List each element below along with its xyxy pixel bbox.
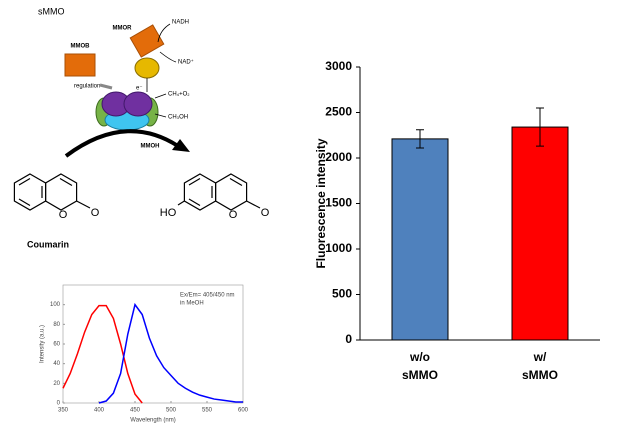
atom: O [91,207,100,219]
arrow [154,93,167,118]
mmob-shape [64,53,96,77]
reaction-arrow [64,129,180,158]
x-tick-label: 350 [58,408,69,414]
line-series [62,304,143,404]
label: e⁻ [136,86,143,92]
spectrum-chart: 0 20 40 60 80 100 350 400 450 500 550 600 Wavelength… [40,284,249,424]
y-tick-label: 0 [345,332,352,346]
atom: HO [160,207,177,219]
mmor-shape [129,24,165,58]
enzyme-diagram: sMMO MMOB MMOR NADH NAD⁺ regulation e⁻ C… [13,6,270,249]
atom: O [59,209,68,221]
y-tick-label: 100 [50,302,61,308]
label: MMOR [113,26,133,32]
y-tick-label: 1500 [325,196,352,210]
annotation: Ex/Em= 405/450 nm [180,293,235,299]
label: MMOH [141,144,160,150]
plot-frame [62,284,244,404]
error-bar [416,129,424,149]
x-tick-label: w/ [533,350,547,364]
label: NADH [172,20,189,26]
y-tick-label: 1000 [325,241,352,255]
y-tick-label: 2500 [325,105,352,119]
x-tick-label: 400 [94,408,105,414]
y-tick-label: 20 [53,381,60,387]
y-tick-label: 0 [57,401,61,407]
bar [391,138,449,341]
fad-domain [134,57,160,79]
label: MMOB [71,44,91,50]
error-bar [536,107,544,147]
line-series [98,302,243,404]
y-tick-label: 40 [53,361,60,367]
y-tick-label: 60 [53,342,60,348]
annotation: in MeOH [180,301,204,307]
x-tick-label: sMMO [522,368,558,382]
mmoh-shape [123,91,153,117]
arrow [157,23,177,63]
x-tick-label: w/o [409,350,430,364]
x-tick-label: sMMO [402,368,438,382]
x-tick-label: 550 [202,408,213,414]
y-tick-label: 500 [332,287,352,301]
bar [511,126,569,341]
y-axis-title: Intensity (a.u.) [40,325,46,363]
atom: O [229,209,238,221]
label: regulation [74,84,100,90]
y-tick-label: 3000 [325,59,352,73]
x-tick-label: 450 [130,408,141,414]
atom: O [261,207,270,219]
y-axis-title: Fluorescence intensity [314,138,328,268]
coumarin-structure [13,173,91,211]
x-tick-label: 500 [166,408,177,414]
hydroxycoumarin-structure [177,173,261,211]
diagram-title: sMMO [38,6,65,16]
y-tick-label: 80 [53,322,60,328]
label: CH₃OH [168,115,188,121]
arrowhead [172,139,190,152]
x-tick-label: 600 [238,408,249,414]
arrow [99,83,113,90]
bar-chart: 0 500 1000 1500 2000 2500 3000 Fluorescence int… [314,59,600,382]
label: CH₄+O₂ [168,92,190,98]
compound-name: Coumarin [27,239,69,249]
label: NAD⁺ [178,59,194,66]
x-axis-title: Wavelength (nm) [130,418,175,424]
y-tick-label: 2000 [325,150,352,164]
